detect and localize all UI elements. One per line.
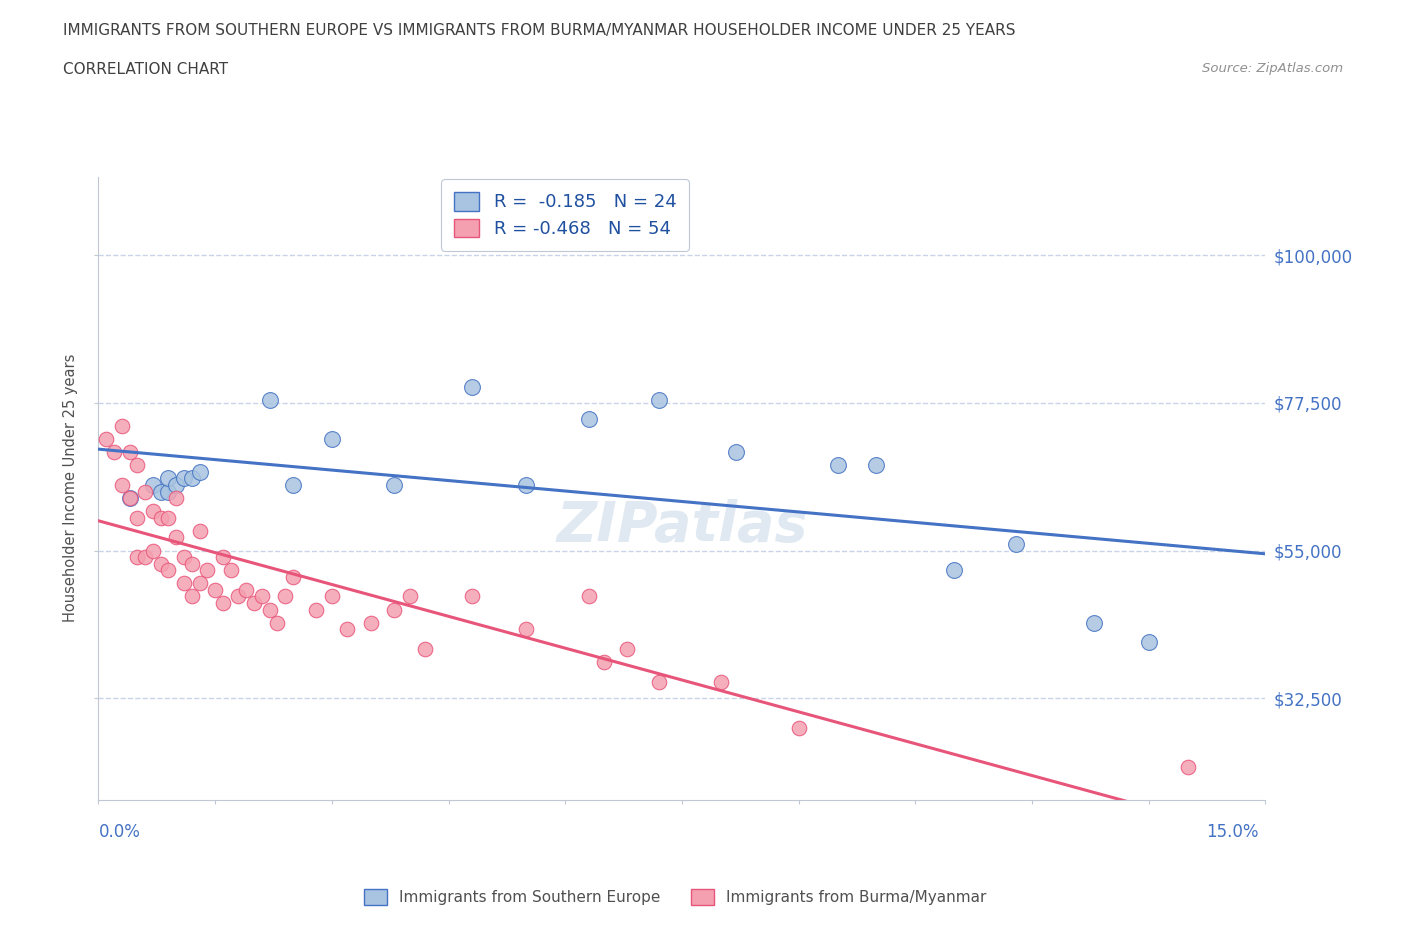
Point (157, 563, 180, 578)
Point (165, 477, 187, 492)
Point (118, 491, 141, 506)
Point (149, 485, 172, 499)
Point (173, 550, 195, 565)
Point (228, 589, 250, 604)
Text: ZIPatlas: ZIPatlas (557, 498, 807, 552)
Point (180, 471, 202, 485)
Text: Source: ZipAtlas.com: Source: ZipAtlas.com (1202, 62, 1343, 75)
Point (165, 491, 187, 506)
Point (212, 550, 235, 565)
Point (1177, 760, 1199, 775)
Point (382, 477, 405, 492)
Point (111, 418, 134, 433)
Point (127, 458, 149, 472)
Point (134, 485, 156, 499)
Point (118, 445, 141, 459)
Point (647, 674, 669, 689)
Point (134, 550, 156, 565)
Point (111, 477, 134, 492)
Point (149, 511, 172, 525)
Point (578, 412, 600, 427)
Point (173, 576, 195, 591)
Point (250, 589, 273, 604)
Point (360, 616, 382, 631)
Point (647, 392, 669, 407)
Point (188, 524, 211, 538)
Text: IMMIGRANTS FROM SOUTHERN EUROPE VS IMMIGRANTS FROM BURMA/MYANMAR HOUSEHOLDER INC: IMMIGRANTS FROM SOUTHERN EUROPE VS IMMIG… (63, 23, 1015, 38)
Point (259, 392, 281, 407)
Point (710, 674, 733, 689)
Point (219, 563, 242, 578)
Point (165, 530, 187, 545)
Point (461, 379, 484, 394)
Point (943, 563, 966, 578)
Point (173, 471, 195, 485)
Point (382, 602, 405, 617)
Point (157, 485, 180, 499)
Point (593, 655, 616, 670)
Text: 15.0%: 15.0% (1206, 823, 1258, 841)
Legend: R =  -0.185   N = 24, R = -0.468   N = 54: R = -0.185 N = 24, R = -0.468 N = 54 (441, 179, 689, 251)
Legend: Immigrants from Southern Europe, Immigrants from Burma/Myanmar: Immigrants from Southern Europe, Immigra… (357, 883, 993, 911)
Point (413, 642, 436, 657)
Point (578, 589, 600, 604)
Point (157, 471, 180, 485)
Point (259, 602, 281, 617)
Point (142, 543, 165, 558)
Point (212, 595, 235, 610)
Point (188, 576, 211, 591)
Point (1137, 635, 1160, 650)
Point (243, 595, 266, 610)
Point (865, 458, 887, 472)
Point (96, 432, 118, 446)
Point (281, 477, 304, 492)
Point (142, 504, 165, 519)
Point (180, 556, 202, 571)
Point (1005, 537, 1028, 551)
Point (616, 642, 638, 657)
Point (321, 589, 343, 604)
Point (336, 622, 359, 637)
Point (398, 589, 420, 604)
Y-axis label: Householder Income Under 25 years: Householder Income Under 25 years (63, 354, 79, 622)
Point (461, 589, 484, 604)
Point (725, 445, 748, 459)
Point (827, 458, 849, 472)
Point (142, 477, 165, 492)
Point (195, 563, 218, 578)
Point (321, 432, 343, 446)
Point (281, 569, 304, 584)
Text: CORRELATION CHART: CORRELATION CHART (63, 62, 228, 77)
Point (266, 616, 288, 631)
Point (305, 602, 328, 617)
Point (235, 582, 257, 597)
Point (127, 511, 149, 525)
Point (274, 589, 297, 604)
Point (180, 589, 202, 604)
Point (118, 491, 141, 506)
Point (149, 556, 172, 571)
Point (188, 464, 211, 479)
Point (787, 720, 810, 735)
Point (127, 550, 149, 565)
Point (103, 445, 125, 459)
Point (1083, 616, 1105, 631)
Point (515, 622, 537, 637)
Point (515, 477, 537, 492)
Point (204, 582, 226, 597)
Point (157, 511, 180, 525)
Text: 0.0%: 0.0% (98, 823, 141, 841)
